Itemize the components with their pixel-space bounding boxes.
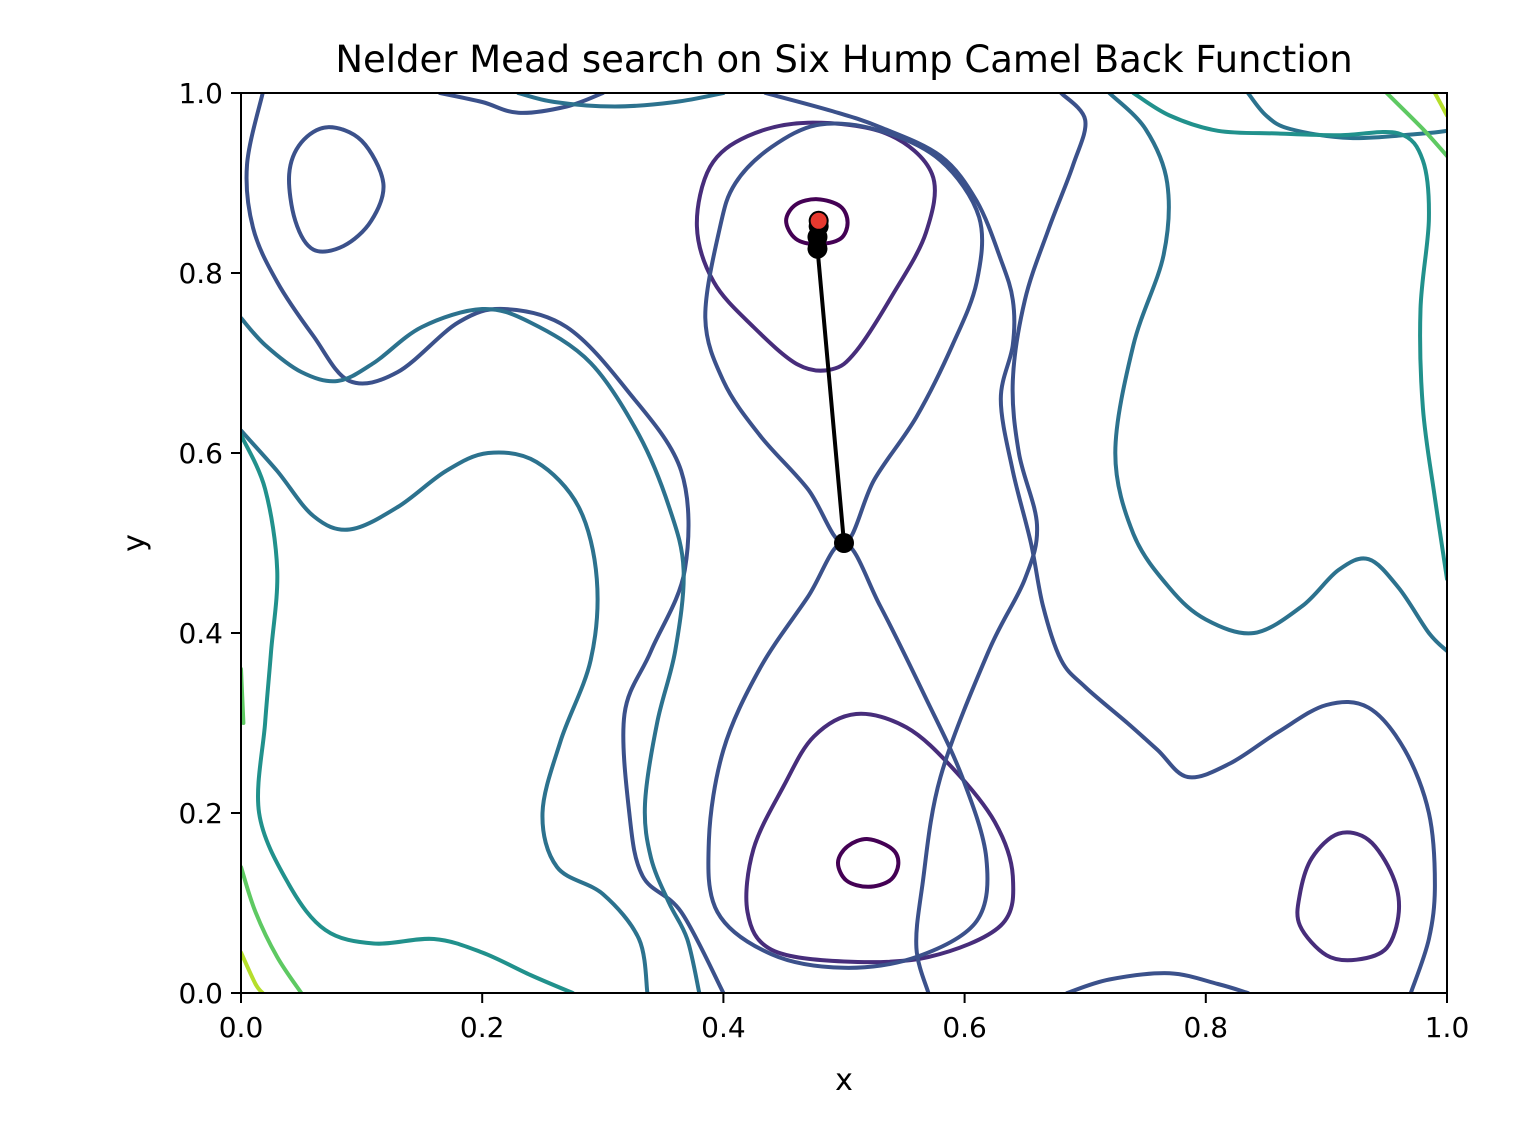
y-axis-label: y (117, 534, 152, 552)
x-tick-label: 0.4 (701, 1011, 746, 1044)
contour-lines (241, 93, 1447, 993)
y-axis-ticks: 0.0 0.2 0.4 0.6 0.8 1.0 (178, 77, 241, 1010)
x-tick-label: 0.0 (219, 1011, 264, 1044)
y-tick-label: 0.8 (178, 257, 223, 290)
contour-line-level-5-2 (1131, 93, 1447, 581)
plot-area (241, 93, 1447, 993)
contour-line-level-2-1 (694, 120, 937, 373)
contour-line-level-7-1 (241, 950, 265, 993)
x-axis-label: x (835, 1063, 853, 1098)
search-path (807, 210, 854, 553)
contour-line-level-5-1 (241, 433, 575, 993)
x-tick-label: 0.8 (1184, 1011, 1229, 1044)
x-axis-ticks: 0.0 0.2 0.4 0.6 0.8 1.0 (219, 993, 1470, 1044)
search-point-1 (834, 533, 854, 553)
contour-line-level-6-3 (1384, 93, 1447, 158)
y-tick-label: 0.0 (178, 977, 223, 1010)
y-tick-label: 0.2 (178, 797, 223, 830)
y-tick-label: 0.4 (178, 617, 223, 650)
contour-line-level-3-1 (703, 121, 985, 545)
y-tick-label: 0.6 (178, 437, 223, 470)
contour-line-level-6-2 (241, 865, 304, 993)
contour-line-level-3-2 (706, 541, 990, 970)
contour-line-level-3-6 (763, 93, 1437, 993)
contour-line-level-4-3 (516, 93, 726, 109)
x-tick-label: 0.6 (942, 1011, 987, 1044)
contour-line-level-3-8 (1065, 971, 1250, 993)
contour-line-level-3-4 (244, 93, 726, 993)
contour-line-level-4-5 (1107, 93, 1447, 653)
contour-line-level-4-1 (241, 306, 702, 993)
axes-frame (240, 92, 1448, 994)
chart-title: Nelder Mead search on Six Hump Camel Bac… (335, 38, 1352, 81)
contour-line-level-1-2 (836, 837, 901, 889)
x-tick-label: 1.0 (1425, 1011, 1470, 1044)
final-point (810, 212, 827, 229)
contour-line-level-4-2 (241, 428, 650, 993)
y-tick-label: 1.0 (178, 77, 223, 110)
contour-line-level-3-3 (287, 125, 386, 254)
x-tick-label: 0.2 (460, 1011, 505, 1044)
contour-line-level-2-3 (1295, 830, 1402, 963)
contour-line-level-3-7 (914, 93, 1088, 993)
contour-line-level-3-5 (438, 93, 605, 115)
